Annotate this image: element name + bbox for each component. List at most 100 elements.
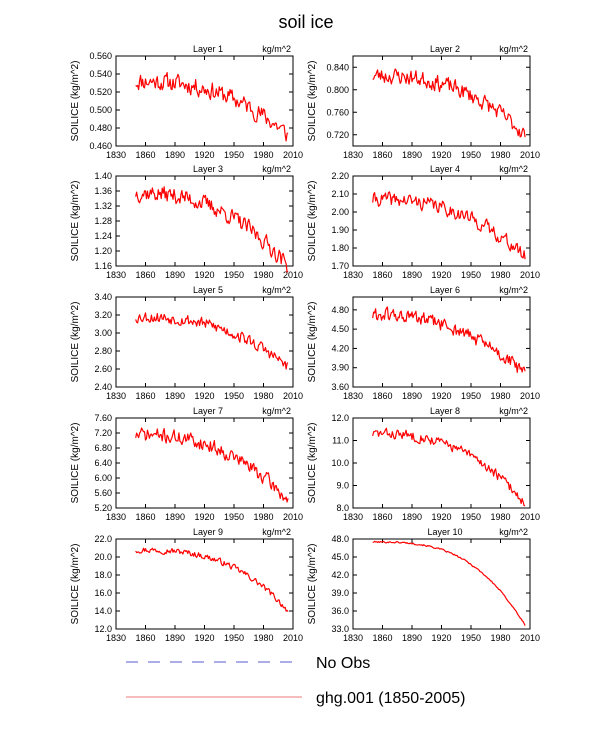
panel-4-series-line: [372, 191, 526, 260]
panel-7-ylabel: SOILICE (kg/m^2): [70, 423, 81, 504]
panel-2-units: kg/m^2: [499, 44, 528, 54]
panel-8-title: Layer 8: [430, 406, 460, 416]
panel-1-xtick-label: 1890: [165, 150, 185, 160]
legend: No Obs ghg.001 (1850-2005): [126, 655, 465, 707]
legend-obs-label: No Obs: [316, 655, 370, 672]
panel-4-xtick-label: 1830: [343, 270, 363, 280]
panel-2-xtick-label: 1980: [490, 150, 510, 160]
panel-10-title: Layer 10: [428, 527, 463, 537]
panel-9-ytick-label: 22.0: [94, 534, 112, 544]
panel-7-title: Layer 7: [193, 406, 223, 416]
panel-3-title: Layer 3: [193, 164, 223, 174]
panel-6-xtick-label: 1920: [431, 391, 451, 401]
panel-1-series-line: [135, 71, 289, 142]
panel-2-ylabel: SOILICE (kg/m^2): [307, 61, 318, 142]
panel-2-xtick-label: 1830: [343, 150, 363, 160]
panel-1-frame: [115, 55, 294, 147]
panel-9-xtick-label: 2010: [283, 633, 303, 643]
panel-5-ytick-label: 2.80: [94, 346, 112, 356]
panel-6-ytick-label: 4.50: [331, 324, 349, 334]
panel-3-ytick-label: 1.32: [94, 201, 112, 211]
panel-8-xtick-label: 1980: [490, 512, 510, 522]
panel-10-xtick-label: 1920: [431, 633, 451, 643]
panel-6-xtick-label: 1860: [372, 391, 392, 401]
panel-3-frame: [115, 175, 294, 267]
panel-5-ytick-label: 3.20: [94, 310, 112, 320]
panel-1-units: kg/m^2: [262, 44, 291, 54]
panel-10-xtick-label: 1950: [461, 633, 481, 643]
panel-1-xtick-label: 1830: [106, 150, 126, 160]
panel-6-xtick-label: 1980: [490, 391, 510, 401]
panel-7-xtick-label: 2010: [283, 512, 303, 522]
panel-9-units: kg/m^2: [262, 527, 291, 537]
panel-9-xtick-label: 1830: [106, 633, 126, 643]
panel-9-ytick-label: 18.0: [94, 570, 112, 580]
panel-2-ytick-label: 0.840: [326, 62, 349, 72]
panel-1-ytick-label: 0.480: [89, 123, 112, 133]
panel-3-ytick-label: 1.40: [94, 171, 112, 181]
panel-2-ytick-label: 0.760: [326, 107, 349, 117]
panel-10-units: kg/m^2: [499, 527, 528, 537]
panel-1-xtick-label: 2010: [283, 150, 303, 160]
panel-8-units: kg/m^2: [499, 406, 528, 416]
panel-9-xtick-label: 1860: [135, 633, 155, 643]
panel-1-ytick-label: 0.500: [89, 105, 112, 115]
panel-10-ytick-label: 42.0: [331, 570, 349, 580]
panel-5-xtick-label: 1860: [135, 391, 155, 401]
panel-4-ytick-label: 2.20: [331, 171, 349, 181]
panel-6-series-line: [372, 306, 526, 373]
panel-3-ytick-label: 1.24: [94, 231, 112, 241]
panel-7-xtick-label: 1980: [253, 512, 273, 522]
panel-7-ytick-label: 5.60: [94, 488, 112, 498]
panel-2-title: Layer 2: [430, 44, 460, 54]
panel-6: 1830 1860 1890 1920 1950 1980 2010 3.60 3.90 4.20…: [307, 285, 540, 401]
panel-5-ylabel: SOILICE (kg/m^2): [70, 302, 81, 383]
panel-7-ytick-label: 6.00: [94, 473, 112, 483]
panel-5-xtick-label: 1920: [194, 391, 214, 401]
panel-7-ytick-label: 6.40: [94, 458, 112, 468]
panel-9: 1830 1860 1890 1920 1950 1980 2010 12.0 14.0 16.0…: [70, 527, 303, 643]
panel-10-xtick-label: 1860: [372, 633, 392, 643]
panel-7-xtick-label: 1890: [165, 512, 185, 522]
panel-6-xtick-label: 2010: [520, 391, 540, 401]
figure-title: soil ice: [278, 12, 333, 32]
panel-6-units: kg/m^2: [499, 285, 528, 295]
panel-4-ytick-label: 2.10: [331, 189, 349, 199]
panel-3-xtick-label: 1950: [224, 270, 244, 280]
panel-9-ytick-label: 12.0: [94, 624, 112, 634]
panel-5-frame: [115, 296, 294, 388]
panel-5-ytick-label: 2.60: [94, 364, 112, 374]
panel-6-ytick-label: 4.20: [331, 343, 349, 353]
panel-5-ytick-label: 3.40: [94, 292, 112, 302]
panel-8-xtick-label: 1830: [343, 512, 363, 522]
panel-5-xtick-label: 1980: [253, 391, 273, 401]
panel-6-xtick-label: 1950: [461, 391, 481, 401]
panel-1-xtick-label: 1920: [194, 150, 214, 160]
panel-4-xtick-label: 1950: [461, 270, 481, 280]
panel-6-ytick-label: 3.90: [331, 363, 349, 373]
panel-7-ytick-label: 6.80: [94, 443, 112, 453]
panel-7-series-line: [135, 427, 289, 503]
panel-3-xtick-label: 1980: [253, 270, 273, 280]
panel-9-title: Layer 9: [193, 527, 223, 537]
panel-9-xtick-label: 1950: [224, 633, 244, 643]
panel-3-ytick-label: 1.16: [94, 261, 112, 271]
panels-group: 1830 1860 1890 1920 1950 1980 2010 0.460 0.480 0.…: [70, 44, 540, 643]
panel-3-xtick-label: 2010: [283, 270, 303, 280]
panel-5: 1830 1860 1890 1920 1950 1980 2010 2.40 2.60 2.80…: [70, 285, 303, 401]
panel-9-frame: [115, 538, 294, 630]
panel-9-xtick-label: 1890: [165, 633, 185, 643]
panel-8-ylabel: SOILICE (kg/m^2): [307, 423, 318, 504]
panel-10: 1830 1860 1890 1920 1950 1980 2010 33.0 36.0 39.0…: [307, 527, 540, 643]
panel-8-ytick-label: 11.0: [332, 436, 349, 446]
panel-2-ytick-label: 0.720: [326, 130, 349, 140]
panel-1-ytick-label: 0.540: [89, 69, 112, 79]
panel-5-ytick-label: 3.00: [94, 328, 112, 338]
panel-1-ylabel: SOILICE (kg/m^2): [70, 61, 81, 142]
panel-1-ytick-label: 0.460: [89, 141, 112, 151]
panel-10-xtick-label: 1830: [343, 633, 363, 643]
panel-4-ytick-label: 1.90: [331, 225, 349, 235]
panel-3-units: kg/m^2: [262, 164, 291, 174]
panel-4: 1830 1860 1890 1920 1950 1980 2010 1.70 1.80 1.90…: [307, 164, 540, 280]
panel-2-xtick-label: 1860: [372, 150, 392, 160]
